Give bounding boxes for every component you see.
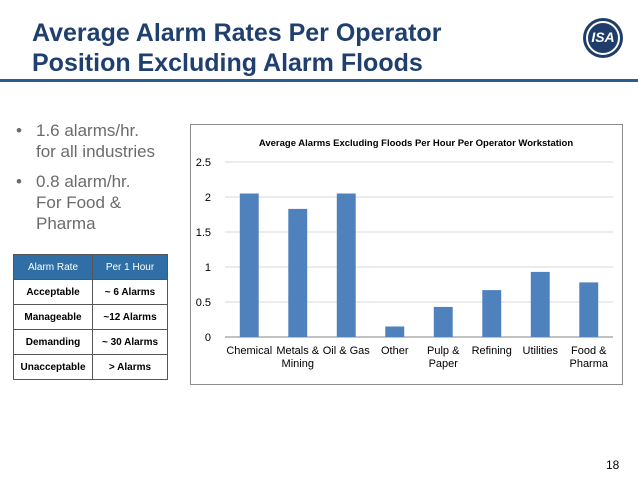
bullet-dot-icon: •: [16, 121, 22, 140]
x-tick-label: Food &: [571, 345, 607, 357]
bar: [482, 290, 502, 337]
y-tick-label: 2.5: [196, 157, 211, 169]
table-row: Manageable ~12 Alarms: [13, 304, 168, 330]
chart-svg: Average Alarms Excluding Floods Per Hour…: [196, 138, 613, 370]
isa-logo: ISA: [583, 18, 623, 58]
logo-ring-icon: [586, 21, 620, 55]
x-tick-label: Metals &: [276, 345, 319, 357]
bullet-list: • 1.6 alarms/hr. for all industries • 0.…: [16, 120, 176, 243]
x-tick-label: Mining: [282, 358, 314, 370]
table-cell: Manageable: [13, 304, 93, 330]
y-tick-label: 1: [205, 262, 211, 274]
bar: [433, 306, 453, 337]
x-tick-label: Paper: [429, 358, 459, 370]
table-row: Unacceptable > Alarms: [13, 354, 168, 380]
y-tick-label: 0: [205, 332, 211, 344]
table-row: Acceptable ~ 6 Alarms: [13, 279, 168, 305]
table-cell: Unacceptable: [13, 354, 93, 380]
bar: [288, 208, 308, 337]
slide-title-line-1: Average Alarm Rates Per Operator: [32, 19, 442, 47]
bullet-line: Pharma: [36, 214, 96, 233]
bullet-item: • 1.6 alarms/hr. for all industries: [16, 120, 176, 162]
bullet-line: 0.8 alarm/hr.: [36, 172, 131, 191]
table-row: Demanding ~ 30 Alarms: [13, 329, 168, 355]
bar: [239, 193, 259, 337]
table-header-cell: Alarm Rate: [13, 254, 93, 280]
table-cell: Demanding: [13, 329, 93, 355]
title-divider: [0, 79, 638, 82]
alarm-rate-table: Alarm Rate Per 1 Hour Acceptable ~ 6 Ala…: [13, 254, 168, 380]
bar: [530, 271, 550, 337]
page-number: 18: [606, 458, 620, 472]
bar-chart: Average Alarms Excluding Floods Per Hour…: [190, 124, 623, 385]
logo-text: ISA: [591, 29, 615, 45]
y-tick-label: 1.5: [196, 227, 211, 239]
chart-title: Average Alarms Excluding Floods Per Hour…: [259, 138, 573, 149]
bullet-item: • 0.8 alarm/hr. For Food & Pharma: [16, 171, 176, 234]
table-cell: ~ 30 Alarms: [92, 329, 168, 355]
bullet-text: 0.8 alarm/hr. For Food & Pharma: [36, 171, 176, 234]
bullet-text: 1.6 alarms/hr. for all industries: [36, 120, 176, 162]
table-header-row: Alarm Rate Per 1 Hour: [13, 254, 168, 280]
bar: [336, 193, 356, 337]
bullet-line: For Food &: [36, 193, 122, 212]
table-cell: > Alarms: [92, 354, 168, 380]
slide-title-line-2: Position Excluding Alarm Floods: [32, 49, 423, 77]
x-tick-label: Refining: [472, 345, 512, 357]
x-tick-label: Pharma: [569, 358, 608, 370]
bullet-line: for all industries: [36, 142, 156, 161]
bullet-dot-icon: •: [16, 172, 22, 191]
bar: [385, 326, 405, 337]
bar: [579, 282, 599, 337]
table-header-cell: Per 1 Hour: [92, 254, 168, 280]
slide-title: Average Alarm Rates Per Operator Positio…: [32, 18, 552, 78]
table-cell: Acceptable: [13, 279, 93, 305]
bullet-line: 1.6 alarms/hr.: [36, 121, 139, 140]
x-tick-label: Utilities: [523, 345, 559, 357]
y-tick-label: 2: [205, 192, 211, 204]
x-tick-label: Pulp &: [427, 345, 460, 357]
table-cell: ~ 6 Alarms: [92, 279, 168, 305]
table-cell: ~12 Alarms: [92, 304, 168, 330]
x-tick-label: Chemical: [226, 345, 272, 357]
y-tick-label: 0.5: [196, 297, 211, 309]
x-tick-label: Oil & Gas: [323, 345, 371, 357]
x-tick-label: Other: [381, 345, 409, 357]
